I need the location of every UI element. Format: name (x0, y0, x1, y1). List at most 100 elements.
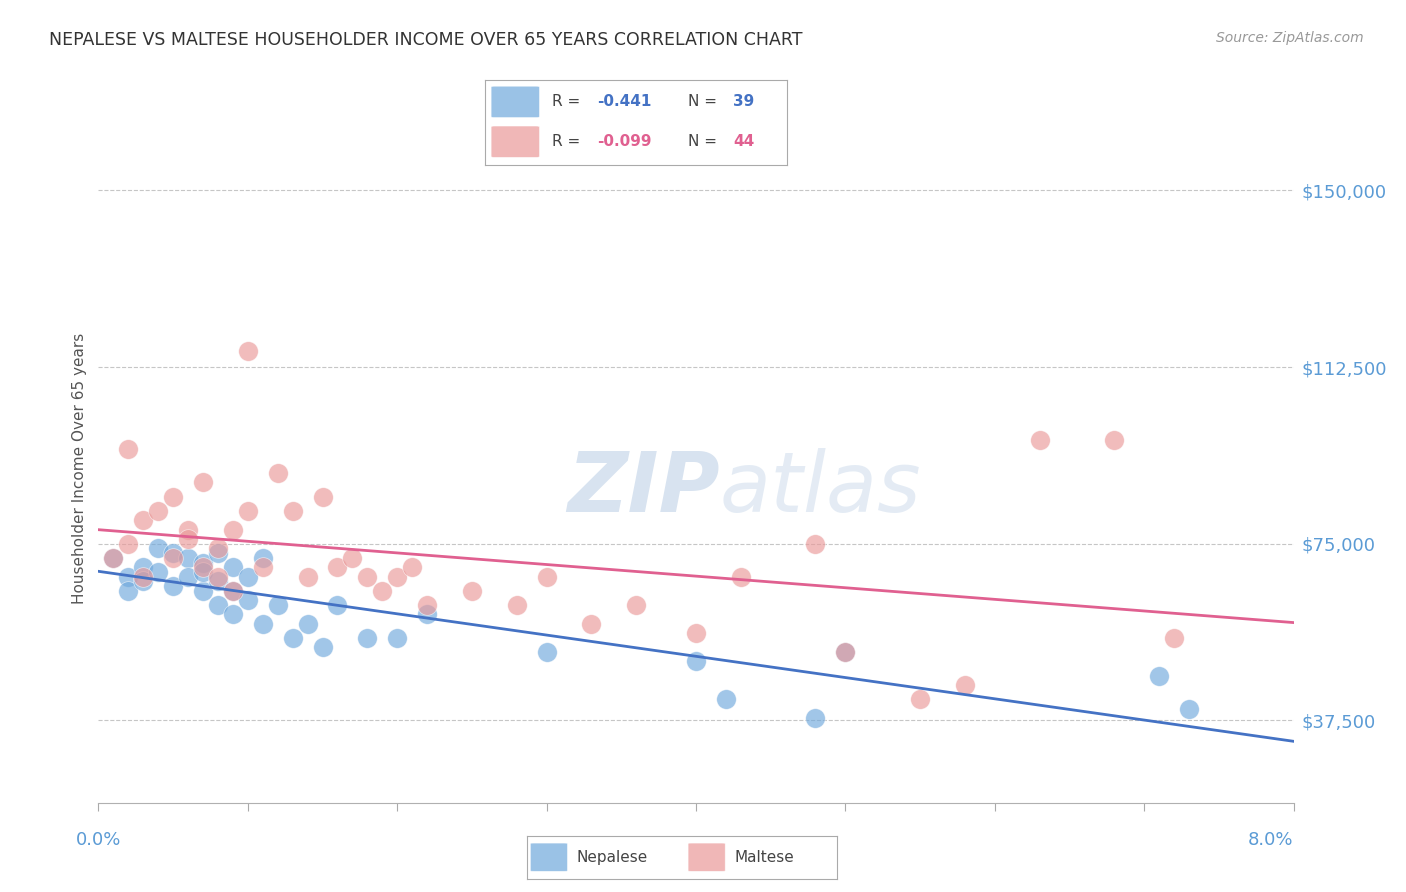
Point (132, 513, 155, 527)
Point (132, 560, 155, 574)
Point (162, 546, 184, 560)
Point (908, 692, 931, 706)
Text: R =: R = (551, 95, 585, 110)
Point (191, 475, 214, 490)
Point (326, 560, 349, 574)
Point (624, 598, 647, 612)
Point (252, 550, 274, 565)
Point (148, 504, 170, 518)
Point (117, 537, 139, 551)
Text: Source: ZipAtlas.com: Source: ZipAtlas.com (1216, 31, 1364, 45)
Point (177, 532, 200, 546)
Text: N =: N = (688, 95, 721, 110)
Point (132, 574, 155, 589)
Point (461, 583, 484, 598)
Point (1163, 631, 1185, 645)
Point (834, 645, 856, 659)
Point (207, 541, 229, 556)
Point (236, 343, 259, 358)
Point (222, 607, 245, 622)
Point (371, 583, 394, 598)
Point (252, 560, 274, 574)
Point (148, 565, 170, 579)
Point (117, 442, 139, 457)
Point (162, 550, 184, 565)
Point (506, 598, 529, 612)
Point (207, 569, 229, 583)
Point (536, 645, 558, 659)
Point (177, 569, 200, 583)
Point (191, 565, 214, 579)
Point (356, 631, 378, 645)
Point (162, 579, 184, 593)
Point (1028, 433, 1050, 447)
Y-axis label: Householder Income Over 65 years: Householder Income Over 65 years (72, 333, 87, 604)
Text: Maltese: Maltese (734, 850, 794, 864)
Point (177, 523, 200, 537)
Point (103, 550, 125, 565)
Point (222, 560, 245, 574)
Point (953, 678, 976, 692)
Point (236, 593, 259, 607)
Text: ZIP: ZIP (567, 448, 720, 529)
Point (311, 490, 333, 504)
FancyBboxPatch shape (491, 87, 540, 118)
Point (191, 556, 214, 570)
Text: 39: 39 (733, 95, 754, 110)
Point (236, 569, 259, 583)
Point (297, 569, 319, 583)
Point (536, 569, 558, 583)
Point (416, 598, 439, 612)
Text: NEPALESE VS MALTESE HOUSEHOLDER INCOME OVER 65 YEARS CORRELATION CHART: NEPALESE VS MALTESE HOUSEHOLDER INCOME O… (49, 31, 803, 49)
Point (191, 560, 214, 574)
Point (342, 550, 364, 565)
Point (730, 569, 752, 583)
Point (685, 655, 707, 669)
Point (117, 569, 139, 583)
Point (222, 523, 245, 537)
Point (191, 583, 214, 598)
Text: -0.441: -0.441 (598, 95, 651, 110)
Text: R =: R = (551, 134, 585, 149)
Point (222, 583, 245, 598)
Point (162, 490, 184, 504)
Point (252, 616, 274, 631)
Point (103, 550, 125, 565)
Point (356, 569, 378, 583)
Point (267, 466, 290, 480)
Point (267, 598, 290, 612)
Point (804, 711, 827, 725)
FancyBboxPatch shape (688, 843, 725, 871)
Point (685, 626, 707, 640)
Point (416, 607, 439, 622)
Text: -0.099: -0.099 (598, 134, 651, 149)
Point (297, 616, 319, 631)
Point (385, 631, 409, 645)
Point (117, 583, 139, 598)
Point (804, 537, 827, 551)
Point (834, 645, 856, 659)
Point (311, 640, 333, 655)
Point (714, 692, 737, 706)
Point (281, 631, 304, 645)
Text: Nepalese: Nepalese (576, 850, 648, 864)
Point (222, 583, 245, 598)
FancyBboxPatch shape (530, 843, 568, 871)
FancyBboxPatch shape (491, 126, 540, 157)
Point (326, 598, 349, 612)
Point (177, 550, 200, 565)
Text: N =: N = (688, 134, 721, 149)
Point (207, 574, 229, 589)
Point (1178, 701, 1201, 715)
Point (236, 504, 259, 518)
Text: 8.0%: 8.0% (1249, 831, 1294, 849)
Point (1102, 433, 1125, 447)
Point (132, 569, 155, 583)
Text: 0.0%: 0.0% (76, 831, 121, 849)
Point (1147, 668, 1170, 682)
Point (581, 616, 603, 631)
Point (385, 569, 409, 583)
Point (148, 541, 170, 556)
Point (207, 598, 229, 612)
Point (401, 560, 423, 574)
